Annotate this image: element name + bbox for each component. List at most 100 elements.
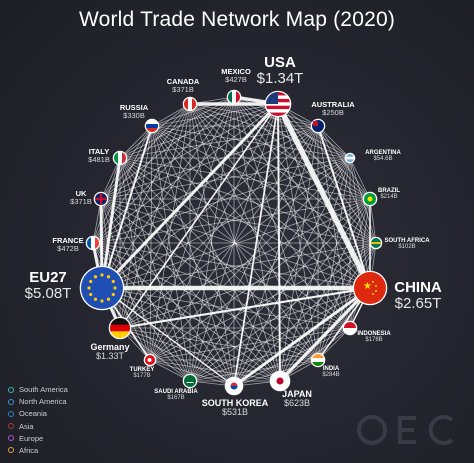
trade-edge (101, 157, 351, 289)
oec-logo (357, 415, 454, 445)
legend-item: Asia (8, 421, 68, 432)
trade-edge (317, 327, 351, 361)
trade-edge (119, 157, 371, 200)
trade-edge (149, 96, 235, 361)
trade-edge (151, 125, 281, 382)
india-flag-icon (312, 354, 324, 366)
trade-edge (100, 198, 351, 329)
safrica-flag-icon (371, 238, 381, 248)
trade-edge (317, 157, 351, 361)
svg-text:★: ★ (363, 281, 372, 292)
trade-edge (100, 198, 319, 361)
trade-edge (119, 125, 153, 159)
trade-edge (92, 242, 235, 387)
region-legend: South America North America Oceania Asia… (8, 384, 68, 457)
trade-edge (101, 103, 191, 289)
china-flag-icon: ★ (354, 272, 386, 304)
label-saudi: SAUDI ARABIA $167B (154, 389, 198, 402)
trade-edge (92, 242, 351, 329)
trade-edge (100, 102, 280, 290)
germany-flag-icon (110, 318, 130, 338)
trade-edge (317, 242, 377, 361)
label-indonesia: INDONESIA $178B (357, 331, 391, 344)
legend-label: Asia (19, 421, 34, 431)
trade-edge (119, 157, 319, 361)
trade-edge (317, 125, 351, 329)
trade-edge (101, 96, 235, 289)
label-italy: ITALY $481B (88, 147, 110, 164)
label-eu27: EU27 $5.08T (24, 269, 72, 302)
eu27-flag-icon (81, 267, 123, 309)
trade-edge (119, 96, 235, 159)
label-china: CHINA $2.65T (394, 279, 442, 312)
trade-edge (233, 242, 377, 387)
indonesia-flag-icon (344, 322, 356, 334)
label-germany: Germany $1.33T (90, 342, 130, 362)
trade-edge (119, 157, 377, 244)
legend-label: Europe (19, 433, 44, 443)
label-mexico: MEXICO $427B (221, 67, 251, 84)
trade-edge (233, 198, 371, 387)
trade-edge (277, 103, 281, 382)
trade-edge (189, 96, 235, 382)
label-russia: RUSSIA $330B (119, 103, 149, 120)
trade-edge (100, 157, 121, 200)
trade-edge (101, 125, 153, 289)
trade-edge (100, 125, 319, 200)
trade-edge (349, 157, 371, 200)
label-australia: AUSTRALIA $250B (311, 100, 355, 117)
legend-label: Africa (19, 445, 39, 455)
trade-edge (119, 157, 371, 289)
trade-edge (149, 103, 191, 361)
korea-flag-icon (226, 378, 242, 394)
trade-edge (119, 157, 151, 361)
trade-edge (317, 125, 351, 159)
label-argentina: ARGENTINA $54.6B (365, 150, 401, 163)
trade-edge (119, 125, 319, 329)
country-nodes: ★ (79, 89, 388, 396)
trade-edge (189, 103, 351, 329)
uk-flag-icon (95, 193, 107, 205)
trade-edge (119, 103, 279, 329)
page-title: World Trade Network Map (2020) (78, 8, 396, 31)
trade-edge (100, 103, 279, 200)
trade-edge (149, 198, 371, 361)
label-south-africa: SOUTH AFRICA $102B (384, 238, 430, 251)
trade-edge (101, 287, 319, 361)
usa-flag-icon (266, 92, 290, 116)
trade-edge (149, 359, 235, 387)
trade-edge (92, 125, 319, 244)
trade-edge (189, 103, 319, 127)
label-france: FRANCE $472B (52, 236, 84, 253)
legend-item: Africa (8, 445, 68, 456)
trade-edge (189, 103, 371, 200)
legend-swatch (8, 398, 14, 405)
label-india: INDIA $284B (322, 366, 340, 379)
trade-edge (317, 125, 371, 289)
trade-edge (100, 198, 377, 244)
trade-edge (119, 327, 235, 387)
legend-swatch (8, 423, 14, 430)
legend-swatch (8, 410, 14, 417)
trade-edge (118, 286, 372, 330)
trade-edge (232, 286, 372, 388)
japan-flag-icon (271, 372, 289, 390)
label-turkey: TURKEY $177B (129, 367, 155, 380)
trade-edge (92, 157, 351, 244)
italy-flag-icon (114, 152, 126, 164)
label-south-korea: SOUTH KOREA $531B (201, 398, 269, 418)
label-canada: CANADA $371B (166, 77, 200, 94)
trade-edge (151, 125, 371, 200)
trade-edge (189, 242, 377, 382)
trade-edge (277, 103, 371, 200)
france-flag-icon (87, 237, 99, 249)
legend-swatch (8, 447, 14, 454)
label-japan: JAPAN $623B (282, 389, 312, 409)
turkey-flag-icon (145, 355, 155, 365)
trade-edge (119, 125, 153, 329)
trade-edge (149, 359, 191, 382)
trade-edge (233, 157, 351, 387)
trade-edge (151, 96, 235, 127)
trade-edge (119, 157, 235, 387)
